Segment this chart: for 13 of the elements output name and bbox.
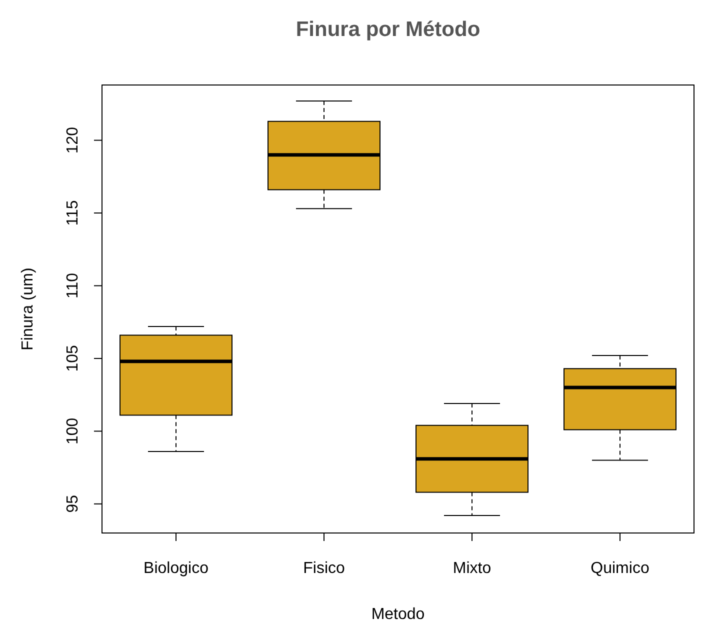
y-tick-label: 100 xyxy=(64,418,82,445)
y-tick-label: 110 xyxy=(64,272,82,298)
y-axis-title: Finura (um) xyxy=(20,268,37,350)
y-tick-label: 120 xyxy=(64,126,82,154)
x-tick-label: Quimico xyxy=(590,560,650,577)
x-tick-label: Mixto xyxy=(452,560,492,577)
y-tick-label: 115 xyxy=(64,200,82,226)
y-tick-label: 105 xyxy=(64,345,82,372)
y-tick-label: 95 xyxy=(64,494,82,513)
x-tick-label: Fisico xyxy=(303,560,345,577)
x-tick-label: Biologico xyxy=(144,560,209,577)
chart-title: Finura por Método xyxy=(296,18,480,41)
x-axis-title: Metodo xyxy=(371,606,425,621)
